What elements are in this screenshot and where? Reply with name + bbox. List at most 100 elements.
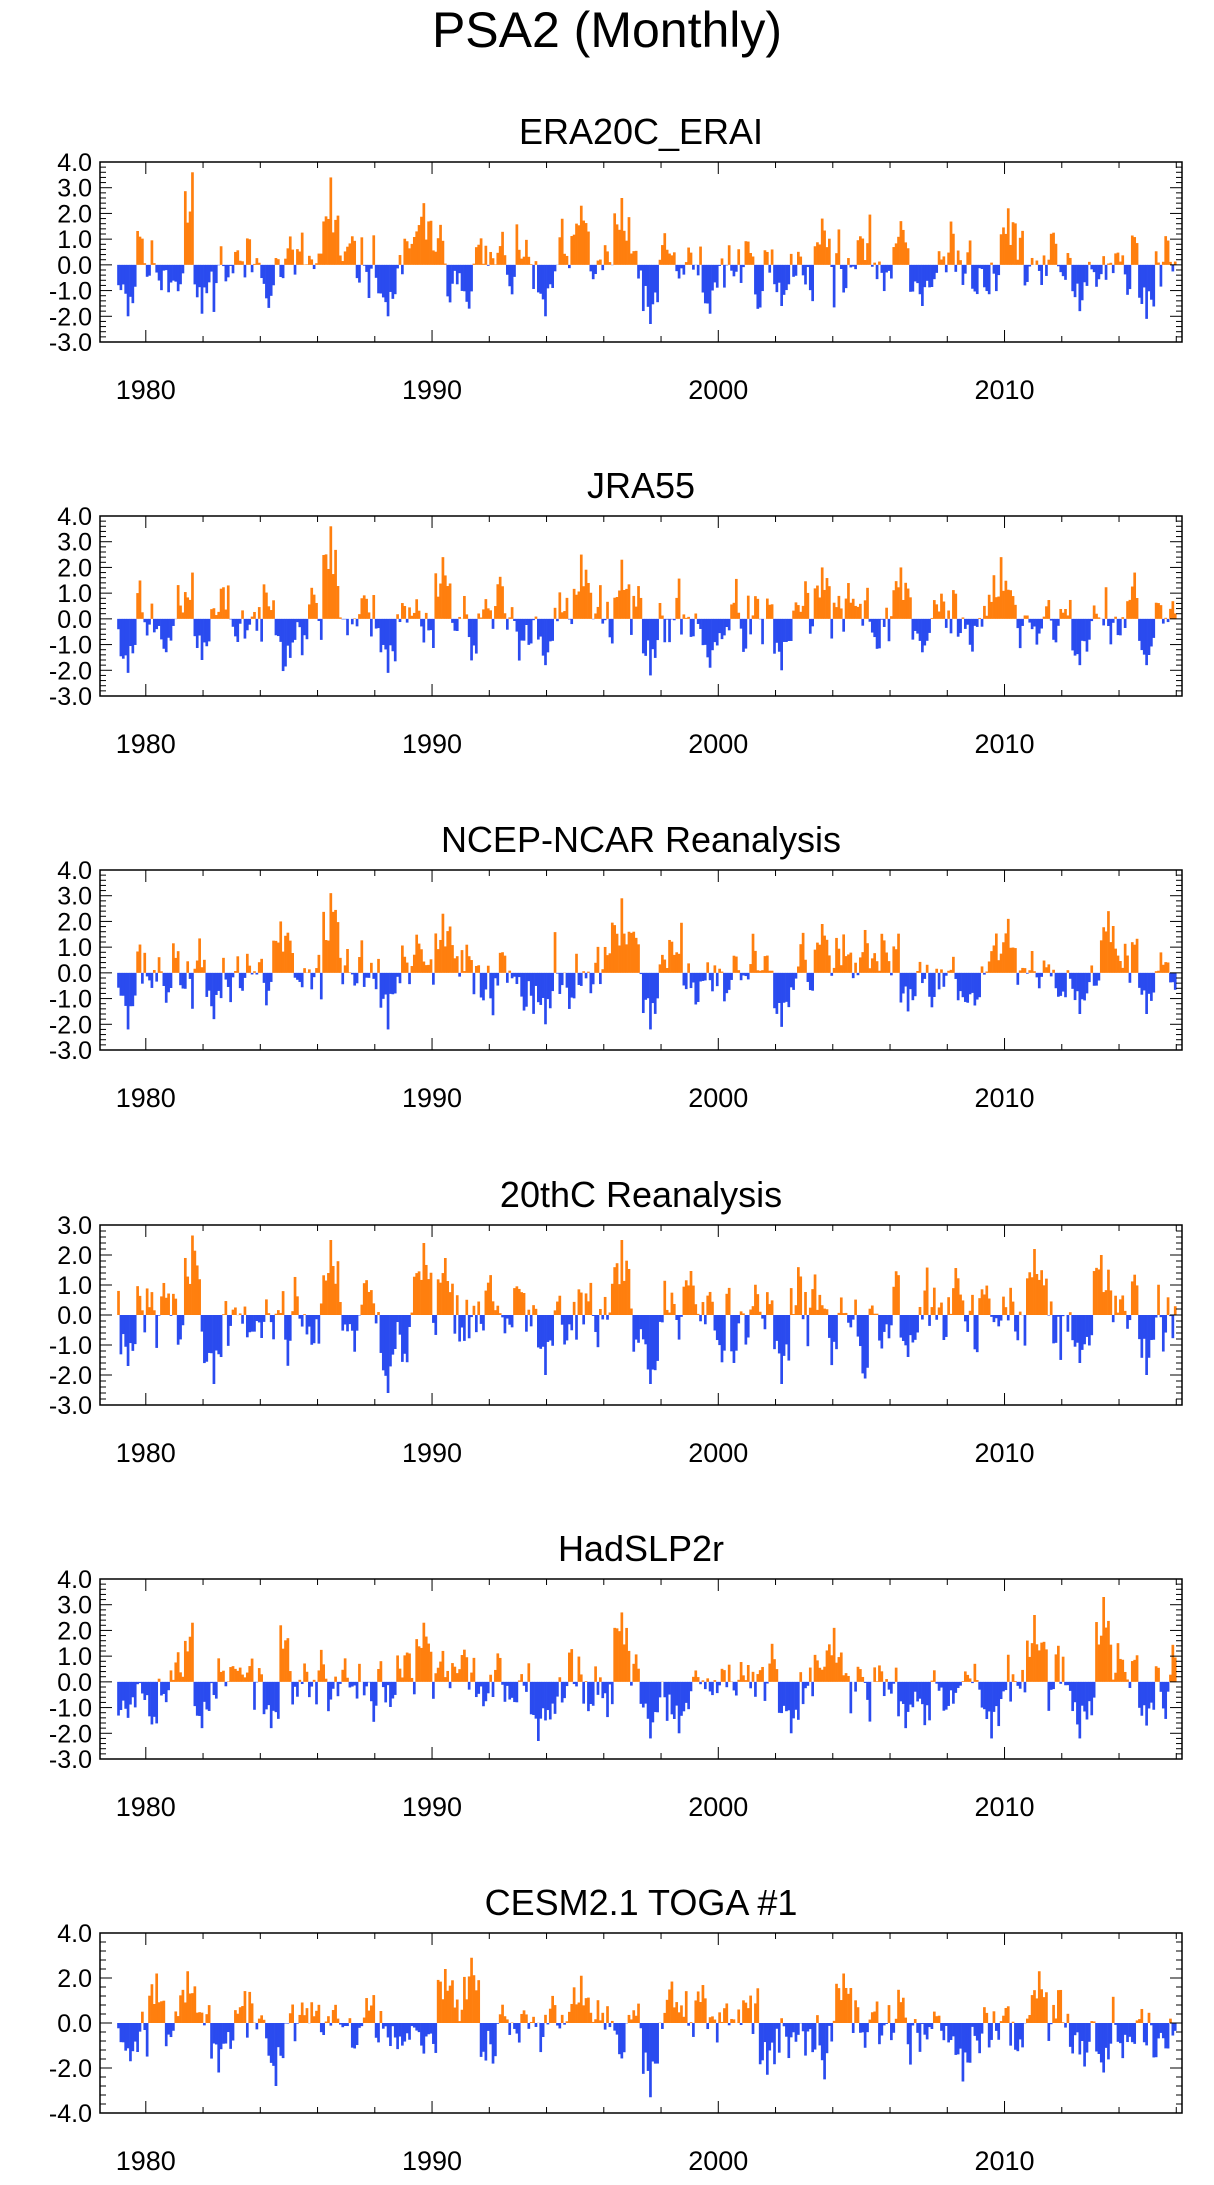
x-tick-label: 2000 (688, 1792, 748, 1822)
bar-negative (732, 1315, 736, 1363)
bar-negative (1145, 1315, 1148, 1375)
bar-negative (777, 1315, 781, 1354)
bar-positive (1002, 942, 1005, 973)
bar-negative (238, 618, 242, 624)
bar-negative (145, 2023, 149, 2057)
bar-positive (160, 1296, 163, 1315)
bar-positive (193, 968, 197, 973)
bar-positive (152, 970, 156, 973)
bar-positive (532, 2016, 535, 2023)
bar-negative (899, 972, 903, 1003)
y-tick-label: 3.0 (57, 883, 92, 911)
bar-negative (455, 264, 459, 285)
bar-negative (725, 618, 729, 627)
bar-positive (489, 251, 492, 265)
bar-negative (193, 264, 197, 285)
bar-negative (770, 2023, 774, 2043)
bar-positive (615, 1263, 619, 1315)
y-tick-label: 1.0 (57, 934, 92, 962)
bar-positive (460, 2009, 464, 2023)
bar-negative (1033, 618, 1036, 627)
bar-negative (1018, 1681, 1022, 1689)
bar-negative (606, 1681, 609, 1718)
bar-positive (754, 596, 757, 619)
bar-positive (770, 1300, 774, 1315)
bar-negative (639, 1315, 643, 1330)
bar-negative (131, 2023, 135, 2052)
bar-positive (141, 238, 144, 265)
bar-negative (1085, 2023, 1089, 2053)
bar-negative (1076, 2023, 1079, 2033)
bar-positive (1035, 1644, 1039, 1682)
bar-positive (839, 1652, 843, 1682)
bar-positive (200, 967, 204, 973)
bar-negative (739, 618, 743, 629)
bar-positive (1166, 962, 1170, 973)
bar-positive (207, 2005, 211, 2023)
bar-negative (219, 972, 223, 999)
bar-negative (994, 1681, 998, 1707)
bar-positive (658, 964, 662, 973)
bar-positive (828, 955, 831, 973)
bar-negative (355, 2023, 359, 2046)
bar-negative (708, 264, 712, 314)
bar-positive (601, 2012, 605, 2023)
bar-negative (591, 1681, 595, 1706)
bar-positive (830, 1655, 834, 1682)
bar-negative (594, 1315, 597, 1332)
bar-negative (713, 618, 717, 643)
bar-negative (994, 264, 998, 292)
bar-positive (935, 604, 939, 619)
bar-positive (141, 612, 144, 619)
bar-negative (656, 2023, 659, 2064)
bar-positive (844, 956, 848, 973)
bar-negative (119, 972, 123, 996)
bar-negative (121, 2023, 125, 2043)
bar-negative (944, 2023, 948, 2026)
bar-positive (1095, 613, 1098, 619)
bar-negative (975, 2023, 979, 2041)
bar-positive (222, 957, 225, 973)
bar-positive (708, 2017, 712, 2023)
bar-negative (901, 1681, 905, 1704)
bar-positive (236, 250, 240, 265)
x-tick-label: 1980 (116, 1438, 176, 1468)
bar-positive (186, 597, 190, 619)
bar-negative (374, 618, 378, 629)
bar-positive (424, 965, 428, 973)
bar-positive (670, 1981, 674, 2023)
bar-positive (1166, 240, 1170, 265)
bar-negative (329, 1681, 333, 1700)
bar-positive (329, 893, 333, 973)
bar-negative (346, 2023, 349, 2027)
bar-negative (859, 1315, 862, 1347)
bar-negative (718, 264, 721, 266)
bar-positive (308, 604, 311, 619)
bar-negative (245, 618, 249, 631)
bar-negative (467, 264, 471, 309)
bar-positive (245, 238, 249, 265)
bar-positive (553, 932, 557, 973)
bar-negative (162, 618, 166, 649)
bar-positive (892, 1286, 896, 1315)
bar-negative (393, 618, 397, 662)
bar-negative (804, 264, 807, 285)
bar-negative (866, 1315, 869, 1368)
bar-negative (1169, 972, 1172, 983)
bar-positive (324, 1678, 328, 1682)
bar-negative (479, 1681, 483, 1687)
bar-negative (126, 972, 130, 1030)
bar-negative (131, 618, 135, 654)
bar-positive (238, 2007, 242, 2023)
bar-positive (308, 255, 311, 265)
y-tick-label: -3.0 (49, 1392, 92, 1420)
bar-negative (785, 1315, 788, 1345)
bar-positive (661, 615, 664, 619)
bar-positive (856, 240, 860, 265)
bar-negative (262, 972, 266, 983)
bar-positive (811, 1289, 814, 1315)
bar-negative (942, 2023, 946, 2041)
bar-negative (649, 2023, 652, 2098)
bar-negative (505, 1315, 509, 1319)
bar-negative (751, 2023, 755, 2034)
